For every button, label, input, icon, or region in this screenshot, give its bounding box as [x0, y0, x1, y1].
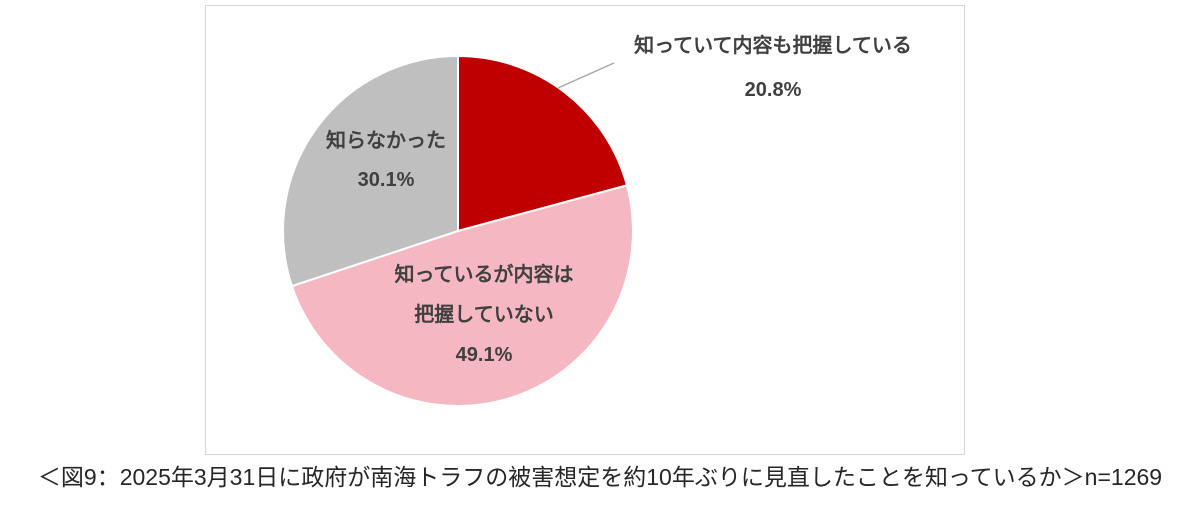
pie-chart	[282, 55, 634, 407]
pie-slices	[282, 55, 634, 407]
label-know-not-understand-pct: 49.1%	[455, 344, 513, 366]
label-did-not-know-text: 知らなかった	[326, 130, 446, 152]
label-know-and-understand-text: 知っていて内容も把握している	[634, 35, 912, 57]
label-did-not-know: 知らなかった 30.1%	[281, 129, 491, 192]
label-did-not-know-pct: 30.1%	[357, 169, 415, 191]
pie-slice-0	[457, 55, 628, 232]
leader-line	[557, 62, 615, 89]
chart-container: 知っていて内容も把握している 20.8% 知らなかった 30.1% 知っているが…	[205, 5, 965, 455]
label-know-and-understand-pct: 20.8%	[744, 79, 802, 101]
pie-slice-1	[290, 184, 634, 407]
label-know-not-understand: 知っているが内容は 把握していない 49.1%	[353, 263, 615, 367]
label-know-not-understand-line1: 知っているが内容は	[394, 264, 574, 286]
label-know-not-understand-line2: 把握していない	[414, 304, 554, 326]
pie-slice-2	[282, 55, 459, 288]
chart-caption: ＜図9：2025年3月31日に政府が南海トラフの被害想定を約10年ぶりに見直した…	[37, 464, 1163, 490]
label-know-and-understand: 知っていて内容も把握している 20.8%	[603, 34, 943, 102]
